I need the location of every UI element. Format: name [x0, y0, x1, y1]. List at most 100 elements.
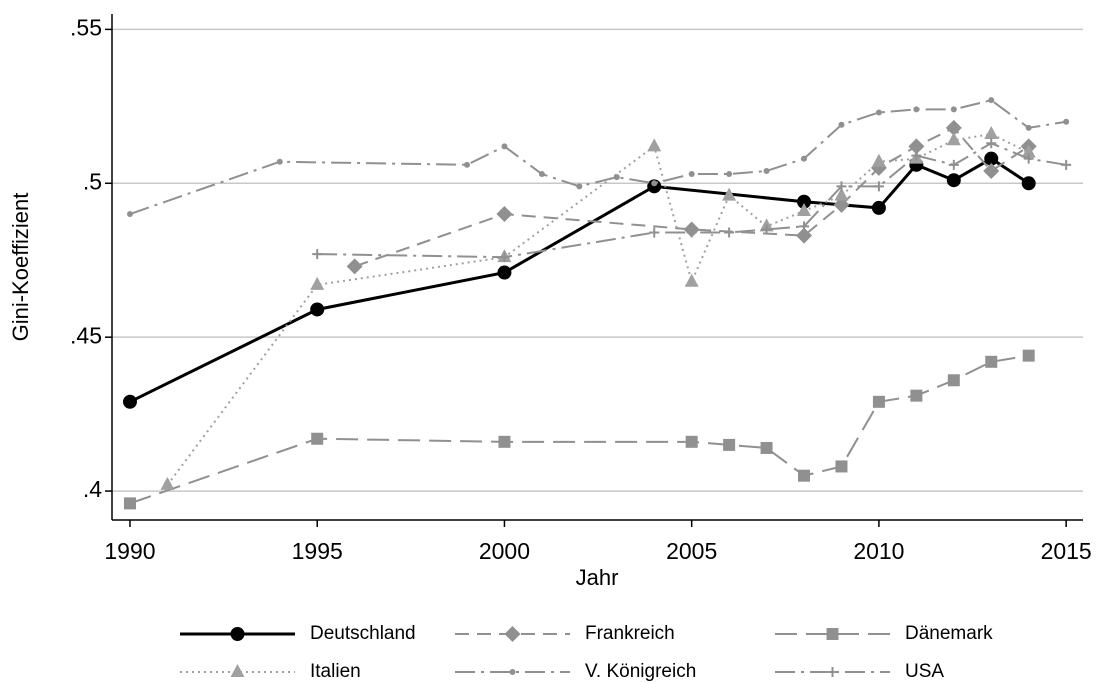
marker [827, 667, 838, 677]
marker [984, 126, 999, 140]
series-line [129, 354, 1029, 505]
legend-label: USA [905, 661, 944, 682]
marker [871, 153, 886, 167]
marker [873, 181, 884, 192]
marker [311, 432, 324, 445]
marker [722, 187, 737, 201]
marker [799, 221, 810, 232]
marker [497, 265, 512, 280]
legend-label: Dänemark [905, 623, 993, 644]
marker [871, 200, 886, 215]
marker [913, 106, 920, 113]
marker [684, 273, 699, 287]
marker [685, 435, 698, 448]
marker [875, 109, 882, 116]
marker [126, 211, 133, 218]
marker [310, 302, 325, 317]
y-axis-label: Gini-Koeffizient [8, 193, 33, 342]
marker [463, 161, 470, 168]
series-line [166, 132, 1030, 486]
series-line [129, 156, 1030, 404]
legend-label: Frankreich [585, 623, 675, 644]
marker [983, 162, 1000, 179]
marker [908, 138, 925, 155]
marker [688, 171, 695, 178]
marker [834, 187, 849, 201]
marker [948, 159, 959, 170]
marker [763, 167, 770, 174]
marker [1061, 159, 1072, 170]
marker [946, 132, 961, 146]
marker [613, 174, 620, 181]
marker [312, 249, 323, 260]
marker [798, 469, 811, 482]
x-tick-label: 2005 [666, 538, 717, 564]
marker [509, 669, 516, 675]
marker [797, 194, 812, 209]
marker [276, 158, 283, 165]
marker [501, 143, 508, 150]
marker [1025, 124, 1032, 131]
marker [498, 435, 511, 448]
legend-label: Deutschland [310, 623, 416, 644]
marker [796, 227, 813, 244]
marker [122, 394, 137, 409]
marker [647, 138, 662, 152]
x-tick-label: 2010 [853, 538, 904, 564]
marker [651, 180, 658, 187]
y-tick-label: .55 [70, 14, 102, 40]
marker [346, 258, 363, 275]
marker [723, 438, 736, 451]
marker [496, 206, 513, 223]
y-tick-label: .5 [83, 168, 102, 194]
marker [826, 628, 839, 640]
marker [649, 227, 660, 238]
marker [1021, 144, 1036, 158]
marker [504, 626, 521, 642]
marker [686, 227, 697, 238]
marker [950, 106, 957, 113]
marker [801, 155, 808, 162]
series-line [354, 126, 1030, 268]
marker [1021, 176, 1036, 191]
series-line [317, 142, 1067, 259]
marker [797, 202, 812, 216]
legend-label: V. Königreich [585, 661, 696, 682]
marker [836, 181, 847, 192]
marker [946, 173, 961, 188]
marker [1023, 153, 1034, 164]
x-tick-label: 1995 [292, 538, 343, 564]
marker [761, 224, 772, 235]
marker [833, 196, 850, 213]
x-tick-label: 1990 [104, 538, 155, 564]
marker [985, 355, 998, 368]
legend-label: Italien [310, 661, 361, 682]
marker [724, 227, 735, 238]
x-tick-label: 2015 [1041, 538, 1092, 564]
marker [1063, 118, 1070, 125]
marker [576, 183, 583, 190]
marker [872, 395, 885, 408]
marker [230, 627, 245, 641]
y-tick-label: .45 [70, 322, 102, 348]
marker [160, 476, 175, 490]
marker [230, 664, 245, 677]
marker [538, 171, 545, 178]
marker [123, 497, 136, 510]
y-tick-label: .4 [83, 476, 102, 502]
marker [911, 150, 922, 161]
marker [760, 441, 773, 454]
marker [310, 276, 325, 290]
marker [835, 460, 848, 473]
marker [838, 121, 845, 128]
marker [726, 171, 733, 178]
marker [947, 374, 960, 387]
marker [1022, 349, 1035, 362]
marker [984, 151, 999, 166]
marker [910, 389, 923, 402]
marker [988, 97, 995, 104]
marker [945, 119, 962, 136]
marker [499, 252, 510, 263]
x-axis-label: Jahr [576, 565, 619, 590]
